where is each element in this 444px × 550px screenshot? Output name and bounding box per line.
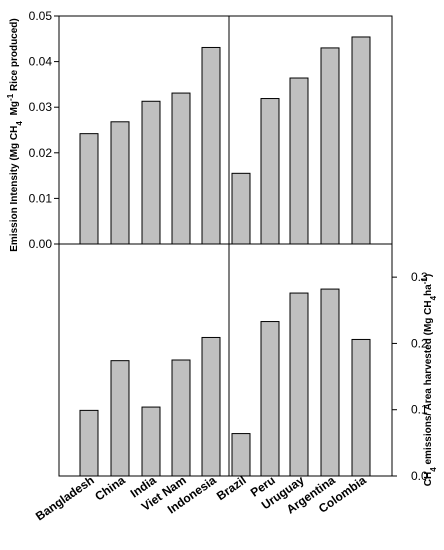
bar-bottom-india xyxy=(141,406,161,477)
bar-bottom-indonesia xyxy=(201,336,221,477)
category-label: China xyxy=(92,473,128,504)
bar-top-india xyxy=(141,100,161,245)
bar-top-viet-nam xyxy=(171,92,191,245)
plot-frame xyxy=(58,243,393,477)
bar-top-peru xyxy=(260,98,280,245)
y-tick-label: 0.3 xyxy=(411,270,428,284)
top-y-axis-title: Emission Intensity (Mg CH4 Mg-1 Rice pro… xyxy=(6,18,24,252)
top-panel: 0.00 0.01 0.02 0.03 0.04 0.05 xyxy=(29,9,393,251)
category-label: Bangladesh xyxy=(33,473,97,523)
bottom-y-axis-title: CH4 emissions/ Area harvested (Mg CH4ha-… xyxy=(420,274,438,486)
bar-bottom-colombia xyxy=(351,338,371,477)
y-tick-label: 0.00 xyxy=(29,237,53,251)
y-tick-label: 0.01 xyxy=(29,191,53,205)
y-tick-label: 0.04 xyxy=(29,55,53,69)
bar-bottom-brazil xyxy=(231,433,251,477)
bar-top-indonesia xyxy=(201,46,221,245)
bar-top-uruguay xyxy=(289,77,309,245)
bar-bottom-argentina xyxy=(320,288,340,477)
bar-bottom-china xyxy=(110,360,130,477)
bar-bottom-viet-nam xyxy=(171,359,191,477)
y-tick-label: 0.1 xyxy=(411,403,428,417)
bar-top-argentina xyxy=(320,47,340,245)
y-tick-label: 0.0 xyxy=(411,469,428,483)
bar-top-brazil xyxy=(231,172,251,245)
y-tick-label: 0.03 xyxy=(29,100,53,114)
bar-top-bangladesh xyxy=(79,133,99,245)
bottom-panel: 0.0 0.1 0.2 0.3 xyxy=(58,243,428,483)
bar-bottom-peru xyxy=(260,321,280,477)
category-label: Brazil xyxy=(214,473,249,503)
plot-frame xyxy=(58,15,393,245)
y-tick-label: 0.02 xyxy=(29,146,53,160)
bar-top-china xyxy=(110,121,130,245)
y-tick-label: 0.2 xyxy=(411,336,428,350)
y-tick-label: 0.05 xyxy=(29,9,53,23)
bar-top-colombia xyxy=(351,36,371,245)
bar-bottom-uruguay xyxy=(289,292,309,477)
bar-bottom-bangladesh xyxy=(79,409,99,477)
